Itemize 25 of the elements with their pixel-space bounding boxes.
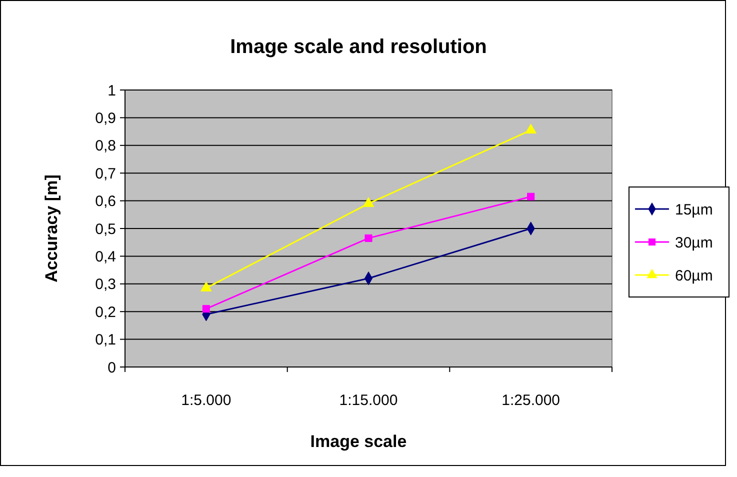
y-tick-label: 0,8 [95, 138, 116, 155]
y-tick-label: 0,3 [95, 276, 116, 294]
point [527, 192, 535, 200]
point [362, 197, 374, 207]
x-tick-label: 1:15.000 [339, 392, 398, 409]
y-tick-label: 0,5 [95, 220, 116, 238]
y-tick-label: 0 [108, 359, 116, 376]
y-tick-label: 0,9 [95, 110, 116, 127]
point [364, 234, 372, 242]
chart-title: Image scale and resolution [230, 36, 487, 58]
x-tick-label: 1:25.000 [502, 392, 560, 409]
y-tick-label: 0,2 [95, 304, 116, 321]
y-tick-label: 1 [108, 82, 116, 100]
y-tick-label: 0,4 [95, 248, 116, 266]
point [202, 305, 210, 313]
y-axis-title: Accuracy [m] [42, 174, 61, 282]
legend-label: 30µm [675, 234, 713, 252]
y-tick-label: 0,1 [95, 332, 116, 349]
x-axis-title: Image scale [310, 432, 407, 451]
y-tick-label: 0,7 [95, 165, 116, 182]
y-tick-label: 0,6 [95, 193, 116, 210]
x-tick-label: 1:5.000 [181, 392, 232, 409]
legend-label: 60µm [675, 267, 713, 284]
legend-label: 15µm [675, 201, 713, 218]
point [525, 124, 536, 134]
